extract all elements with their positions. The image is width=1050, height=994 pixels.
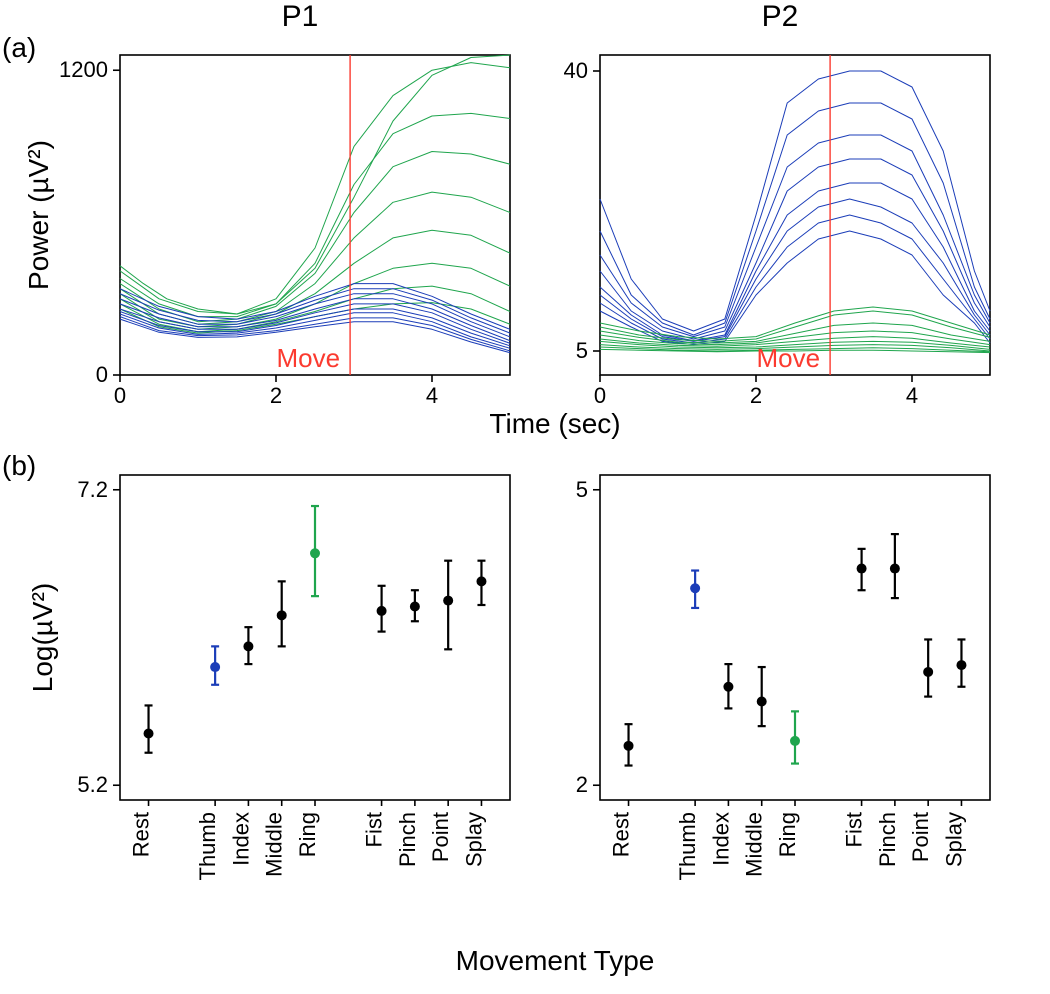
category-label: Rest <box>129 812 154 857</box>
move-label: Move <box>757 343 821 373</box>
svg-text:5: 5 <box>576 477 588 502</box>
category-label: Splay <box>941 812 966 867</box>
xlabel-time: Time (sec) <box>489 408 620 439</box>
category-label: Ring <box>775 812 800 857</box>
svg-text:1200: 1200 <box>59 57 108 82</box>
panel-label-a: (a) <box>2 32 36 64</box>
move-label: Move <box>277 343 341 373</box>
svg-text:4: 4 <box>906 383 918 408</box>
panel-label-b: (b) <box>2 450 36 482</box>
svg-text:2: 2 <box>270 383 282 408</box>
category-label: Pinch <box>395 812 420 867</box>
svg-text:2: 2 <box>576 772 588 797</box>
svg-text:0: 0 <box>114 383 126 408</box>
svg-text:40: 40 <box>564 58 588 83</box>
xlabel-movement: Movement Type <box>456 945 655 976</box>
svg-text:4: 4 <box>426 383 438 408</box>
category-label: Pinch <box>875 812 900 867</box>
category-label: Fist <box>362 812 387 847</box>
category-label: Ring <box>295 812 320 857</box>
column-title-p1: P1 <box>260 0 340 34</box>
category-label: Fist <box>842 812 867 847</box>
category-label: Index <box>708 812 733 866</box>
category-label: Point <box>908 812 933 862</box>
svg-text:5.2: 5.2 <box>77 772 108 797</box>
category-label: Middle <box>742 812 767 877</box>
category-label: Middle <box>262 812 287 877</box>
figure-root: P1 P2 (a) (b) 02401200MovePower (µV²)024… <box>0 0 1050 994</box>
svg-text:5: 5 <box>576 338 588 363</box>
figure-svg: 02401200MovePower (µV²)024540MoveTime (s… <box>0 0 1050 994</box>
category-label: Index <box>228 812 253 866</box>
svg-text:0: 0 <box>594 383 606 408</box>
svg-text:0: 0 <box>96 362 108 387</box>
svg-text:2: 2 <box>750 383 762 408</box>
svg-text:7.2: 7.2 <box>77 477 108 502</box>
svg-text:Log(µV²): Log(µV²) <box>27 583 58 693</box>
category-label: Point <box>428 812 453 862</box>
category-label: Rest <box>609 812 634 857</box>
column-title-p2: P2 <box>740 0 820 34</box>
svg-text:Power (µV²): Power (µV²) <box>23 140 54 290</box>
category-label: Thumb <box>195 812 220 880</box>
category-label: Splay <box>461 812 486 867</box>
category-label: Thumb <box>675 812 700 880</box>
